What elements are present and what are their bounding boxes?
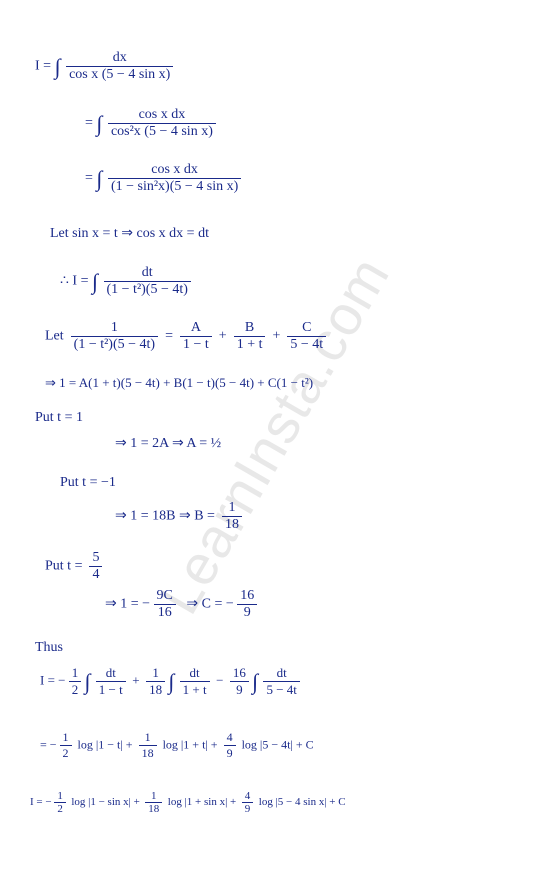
eq-3: = ∫ cos x dx (1 − sin²x)(5 − 4 sin x) <box>85 162 241 195</box>
expansion: ⇒ 1 = A(1 + t)(5 − 4t) + B(1 − t)(5 − 4t… <box>45 375 313 391</box>
put-t-1: Put t = 1 <box>35 410 83 426</box>
thus-label: Thus <box>35 640 63 656</box>
solve-b: ⇒ 1 = 18B ⇒ B = 118 <box>115 500 242 533</box>
substitution: Let sin x = t ⇒ cos x dx = dt <box>50 225 209 242</box>
put-t-5-4: Put t = 54 <box>45 550 102 583</box>
solve-c: ⇒ 1 = − 9C16 ⇒ C = − 169 <box>105 588 257 621</box>
eq-1: I = ∫ dx cos x (5 − 4 sin x) <box>35 50 173 83</box>
solve-a: ⇒ 1 = 2A ⇒ A = ½ <box>115 435 221 452</box>
partial-fractions: Let 1 (1 − t²)(5 − 4t) = A1 − t + B1 + t… <box>45 320 326 353</box>
put-t-neg1: Put t = −1 <box>60 475 116 491</box>
result-t: = − 12 log |1 − t| + 118 log |1 + t| + 4… <box>40 730 314 761</box>
eq-2: = ∫ cos x dx cos²x (5 − 4 sin x) <box>85 107 216 140</box>
eq-integral-t: ∴ I = ∫ dt (1 − t²)(5 − 4t) <box>60 265 191 298</box>
integral-sum: I = − 12 ∫ dt1 − t + 118 ∫ dt1 + t − 169… <box>40 665 300 698</box>
result-x: I = − 12 log |1 − sin x| + 118 log |1 + … <box>30 790 346 815</box>
